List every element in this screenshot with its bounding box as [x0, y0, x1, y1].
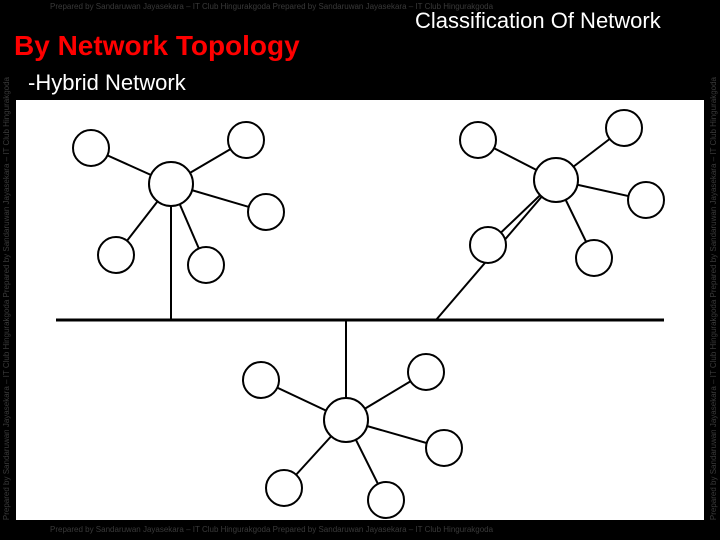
node	[534, 158, 578, 202]
node	[73, 130, 109, 166]
slide: Prepared by Sandaruwan Jayasekara – IT C…	[0, 0, 720, 540]
node	[628, 182, 664, 218]
node	[470, 227, 506, 263]
header-title: Classification Of Network	[415, 8, 661, 34]
node	[228, 122, 264, 158]
watermark-right: Prepared by Sandaruwan Jayasekara – IT C…	[709, 77, 718, 520]
watermark-left: Prepared by Sandaruwan Jayasekara – IT C…	[2, 77, 11, 520]
node	[98, 237, 134, 273]
node	[248, 194, 284, 230]
node	[324, 398, 368, 442]
subtitle: -Hybrid Network	[28, 70, 186, 96]
node	[426, 430, 462, 466]
node	[243, 362, 279, 398]
node	[266, 470, 302, 506]
network-svg	[16, 100, 704, 520]
node	[576, 240, 612, 276]
node	[460, 122, 496, 158]
node	[188, 247, 224, 283]
node	[606, 110, 642, 146]
node	[408, 354, 444, 390]
node	[149, 162, 193, 206]
watermark-bottom: Prepared by Sandaruwan Jayasekara – IT C…	[50, 525, 493, 534]
hybrid-network-diagram	[16, 100, 704, 520]
node	[368, 482, 404, 518]
main-title: By Network Topology	[14, 30, 300, 62]
